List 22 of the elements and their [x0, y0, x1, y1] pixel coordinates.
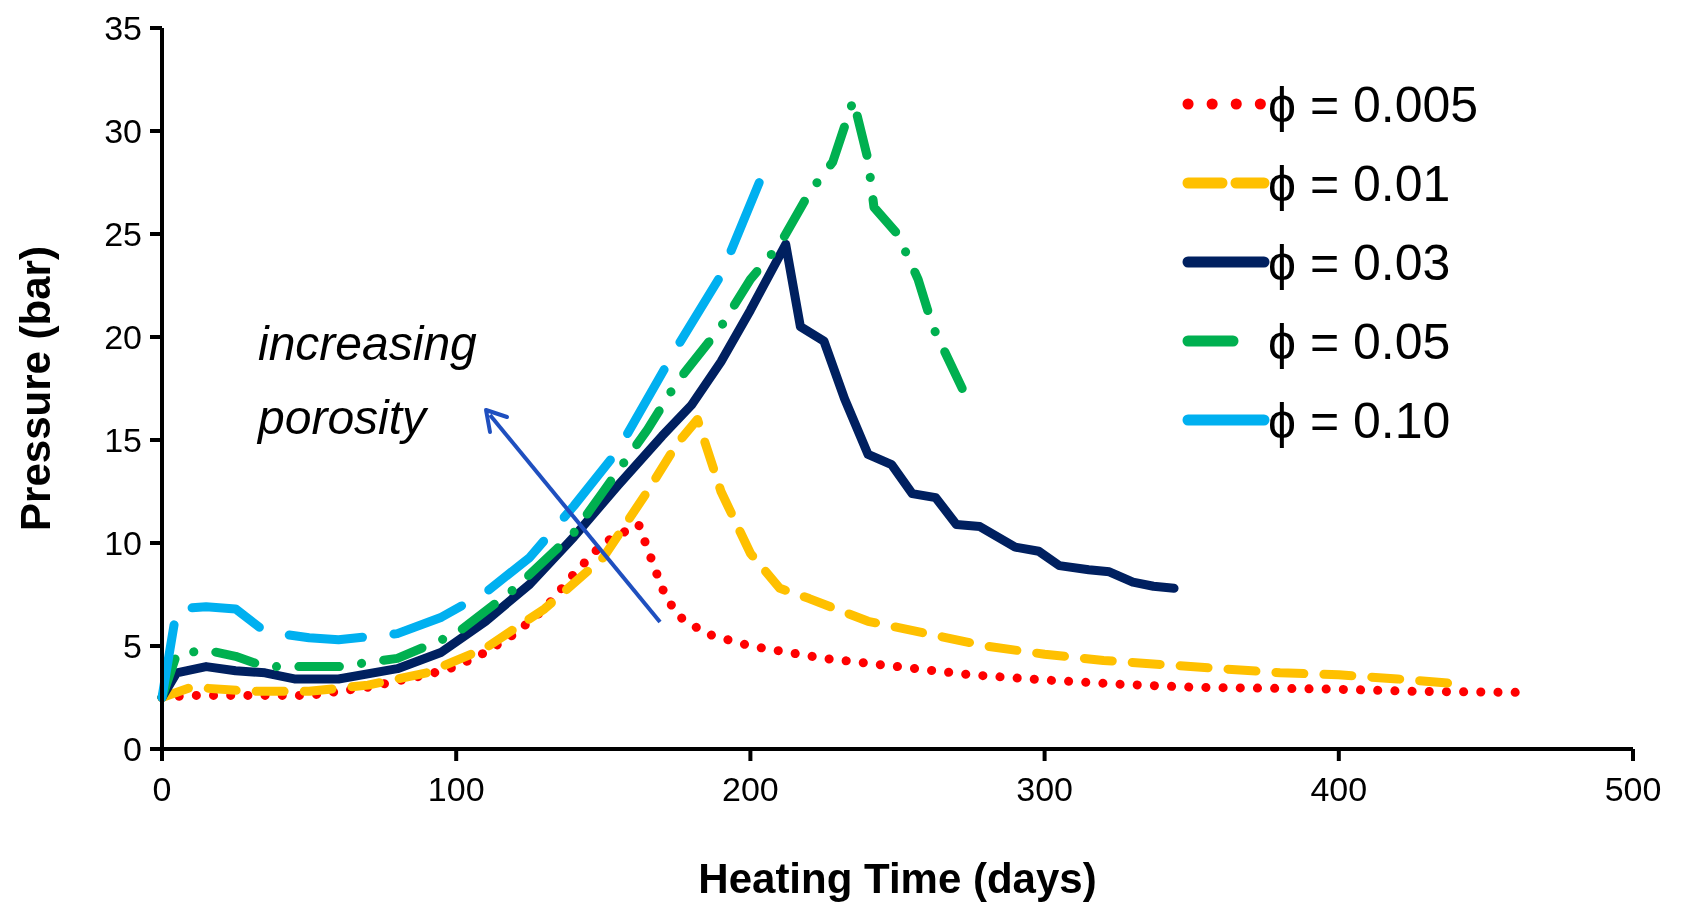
y-tick-label: 20 — [104, 318, 142, 356]
annotation: increasing porosity — [256, 317, 478, 444]
x-tick-label: 500 — [1604, 770, 1662, 808]
y-tick-label: 10 — [104, 524, 142, 562]
y-tick-label: 15 — [104, 421, 142, 459]
x-tick-label: 0 — [152, 770, 172, 808]
legend-label: ϕ = 0.005 — [1268, 77, 1479, 133]
x-tick-label: 300 — [1016, 770, 1073, 808]
y-tick-label: 30 — [104, 112, 142, 150]
legend-label: ϕ = 0.01 — [1268, 156, 1451, 212]
y-tick-label: 0 — [123, 730, 142, 768]
y-tick-label: 35 — [104, 9, 142, 47]
x-tick-label: 100 — [427, 770, 485, 808]
y-tick-label: 5 — [123, 627, 142, 665]
x-tick-label: 400 — [1310, 770, 1368, 808]
x-axis-title: Heating Time (days) — [698, 855, 1097, 902]
legend-label: ϕ = 0.10 — [1268, 393, 1451, 449]
legend-label: ϕ = 0.05 — [1268, 314, 1451, 370]
y-axis-title: Pressure (bar) — [12, 246, 59, 531]
x-tick-label: 200 — [722, 770, 779, 808]
legend-label: ϕ = 0.03 — [1268, 235, 1451, 291]
y-tick-label: 25 — [104, 215, 142, 253]
